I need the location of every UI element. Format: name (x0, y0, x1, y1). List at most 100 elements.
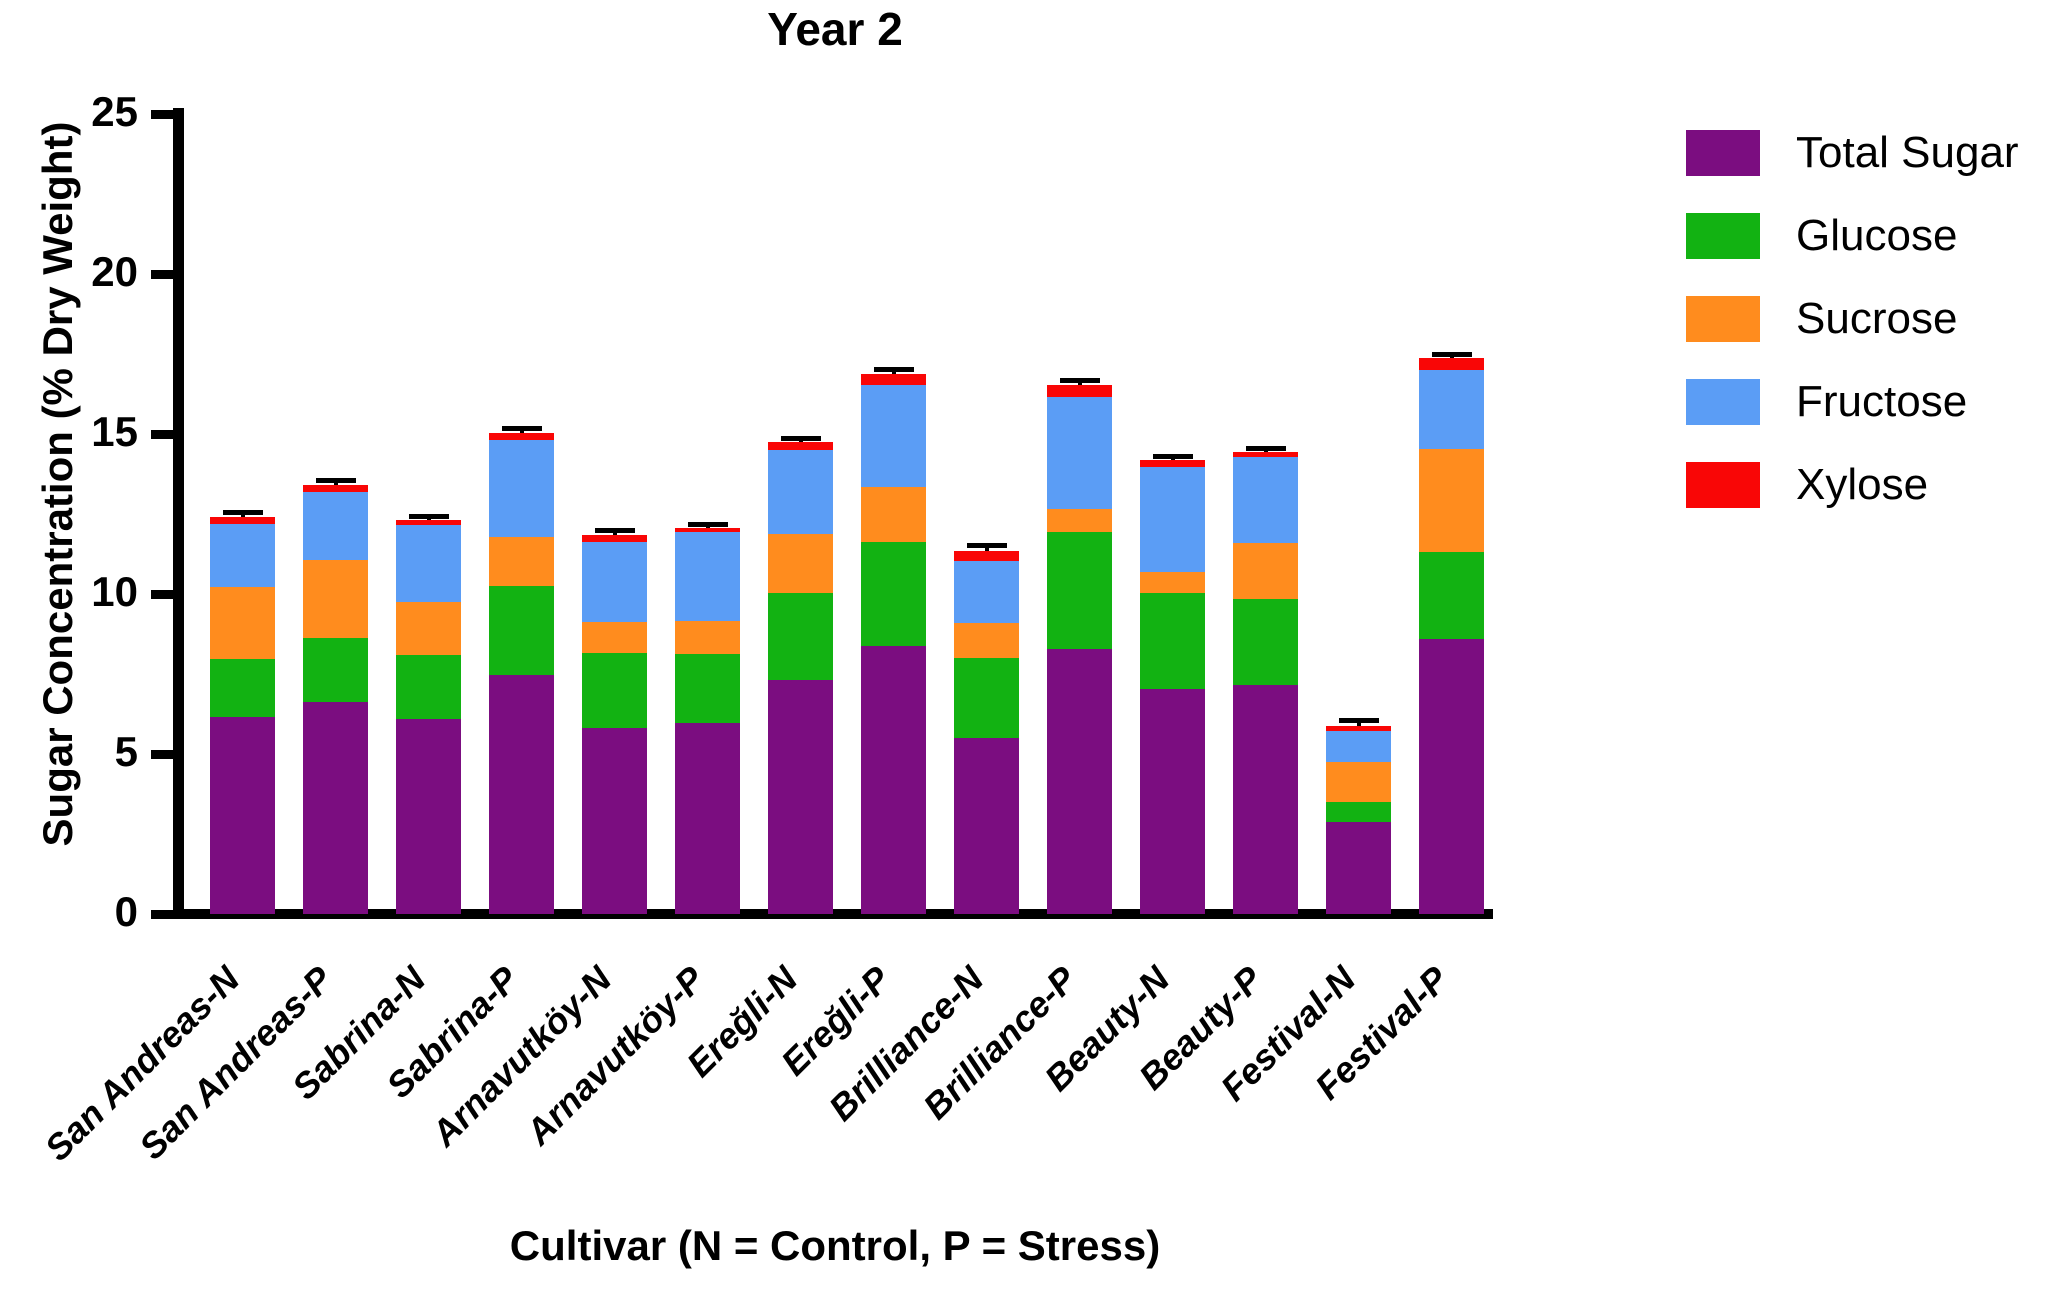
segment-xylose (675, 528, 740, 532)
segment-fructose (396, 524, 461, 602)
segment-sucrose (1419, 449, 1484, 553)
segment-fructose (861, 385, 926, 488)
segment-glucose (1140, 592, 1205, 690)
segment-glucose (1419, 552, 1484, 640)
legend-swatch (1686, 296, 1760, 342)
bar-Brilliance-N (954, 551, 1019, 914)
segment-sucrose (1047, 508, 1112, 532)
segment-xylose (582, 535, 647, 542)
segment-fructose (1140, 466, 1205, 572)
y-tick-label: 20 (91, 248, 138, 295)
error-bar-stem (1170, 457, 1175, 460)
bar-San Andreas-N (210, 516, 275, 914)
segment-sucrose (582, 621, 647, 653)
legend-label: Sucrose (1796, 294, 1958, 343)
y-tick-mark (151, 430, 173, 439)
segment-sucrose (1326, 761, 1391, 802)
segment-sucrose (675, 620, 740, 654)
y-tick-label: 5 (114, 728, 138, 775)
segment-xylose (396, 520, 461, 525)
segment-fructose (1233, 456, 1298, 543)
error-bar-cap (315, 477, 356, 483)
segment-sucrose (396, 601, 461, 656)
legend-swatch (1686, 213, 1760, 259)
bar-Ereğli-P (861, 373, 926, 914)
segment-glucose (582, 652, 647, 729)
legend-item-sucrose: Sucrose (1686, 294, 2019, 344)
segment-total-sugar (954, 738, 1019, 914)
y-axis-line (173, 108, 184, 919)
segment-xylose (210, 516, 275, 524)
legend-item-total-sugar: Total Sugar (1686, 128, 2019, 178)
bar-Arnavutköy-P (675, 528, 740, 914)
segment-glucose (210, 659, 275, 718)
y-tick-label: 25 (91, 88, 138, 135)
error-bar-stem (1356, 722, 1361, 726)
bar-San Andreas-P (303, 484, 368, 914)
segment-xylose (861, 373, 926, 386)
segment-sucrose (861, 487, 926, 542)
x-axis-title: Cultivar (N = Control, P = Stress) (509, 1222, 1161, 1269)
segment-total-sugar (1047, 649, 1112, 914)
legend: Total Sugar Glucose Sucrose Fructose Xylose (1686, 128, 2019, 543)
error-bar-stem (426, 518, 431, 521)
segment-total-sugar (675, 723, 740, 914)
error-bar-cap (408, 514, 449, 520)
error-bar-stem (1449, 355, 1454, 359)
segment-total-sugar (1233, 684, 1298, 914)
legend-swatch (1686, 379, 1760, 425)
segment-total-sugar (1140, 689, 1205, 914)
segment-fructose (303, 491, 368, 561)
legend-item-glucose: Glucose (1686, 211, 2019, 261)
bar-Festival-N (1326, 725, 1391, 914)
segment-fructose (675, 531, 740, 621)
segment-xylose (1140, 459, 1205, 467)
y-tick-label: 0 (114, 888, 138, 935)
y-tick-label: 15 (91, 408, 138, 455)
legend-item-xylose: Xylose (1686, 460, 2019, 510)
segment-glucose (1326, 802, 1391, 822)
segment-fructose (1047, 396, 1112, 509)
segment-xylose (1326, 725, 1391, 731)
segment-total-sugar (1326, 821, 1391, 914)
bar-Beauty-N (1140, 459, 1205, 914)
error-bar-stem (612, 531, 617, 536)
error-bar-stem (240, 513, 245, 517)
segment-glucose (489, 586, 554, 675)
segment-total-sugar (582, 728, 647, 914)
segment-xylose (768, 441, 833, 450)
legend-label: Xylose (1796, 460, 1929, 509)
segment-glucose (303, 638, 368, 702)
chart-title: Year 2 (767, 3, 903, 55)
segment-xylose (954, 551, 1019, 562)
segment-glucose (861, 541, 926, 646)
legend-item-fructose: Fructose (1686, 377, 2019, 427)
error-bar-cap (873, 366, 914, 372)
segment-glucose (768, 592, 833, 681)
segment-fructose (582, 541, 647, 622)
error-bar-stem (984, 547, 989, 552)
segment-total-sugar (210, 717, 275, 914)
segment-total-sugar (303, 701, 368, 914)
segment-total-sugar (861, 645, 926, 914)
y-tick-mark (151, 110, 173, 119)
bar-Beauty-P (1233, 451, 1298, 914)
bar-Sabrina-N (396, 520, 461, 914)
error-bar-cap (1059, 378, 1100, 384)
error-bar-cap (1431, 351, 1472, 357)
bar-Sabrina-P (489, 432, 554, 914)
segment-glucose (1047, 531, 1112, 650)
segment-sucrose (1140, 571, 1205, 593)
segment-xylose (303, 484, 368, 492)
legend-label: Fructose (1796, 377, 1968, 426)
bar-Ereğli-N (768, 441, 833, 914)
segment-sucrose (303, 560, 368, 639)
legend-swatch (1686, 462, 1760, 508)
segment-sucrose (1233, 542, 1298, 600)
segment-sucrose (768, 533, 833, 593)
y-tick-mark (151, 750, 173, 759)
y-tick-label: 10 (91, 568, 138, 615)
segment-glucose (675, 653, 740, 724)
segment-fructose (954, 561, 1019, 624)
y-tick-mark (151, 590, 173, 599)
